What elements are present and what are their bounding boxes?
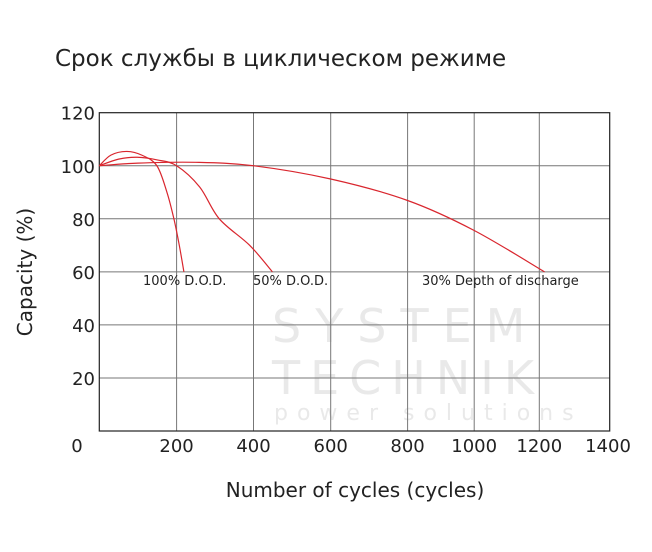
y-tick-label: 100 — [61, 157, 95, 178]
x-tick-label: 1200 — [516, 436, 562, 457]
x-tick-label: 600 — [314, 436, 348, 457]
series-label-30-dod: 30% Depth of discharge — [422, 274, 579, 289]
chart-title: Срок службы в циклическом режиме — [55, 46, 506, 72]
x-tick-label: 800 — [390, 436, 424, 457]
y-tick-label: 120 — [61, 104, 95, 125]
x-tick-label: 400 — [236, 436, 270, 457]
y-tick-label: 60 — [72, 263, 95, 284]
x-tick-label: 0 — [71, 436, 82, 457]
plot-frame — [98, 112, 611, 432]
x-tick-label: 200 — [159, 436, 193, 457]
series-label-100-dod: 100% D.O.D. — [143, 274, 226, 289]
series-label-50-dod: 50% D.O.D. — [253, 274, 328, 289]
series-line-0 — [98, 150, 185, 272]
series-line-2 — [99, 161, 545, 273]
watermark-logo: SYSTEM TECHNIK power solutions — [271, 299, 583, 426]
y-tick-label: 80 — [72, 210, 95, 231]
x-axis-label: Number of cycles (cycles) — [226, 478, 485, 502]
x-tick-label: 1400 — [585, 436, 631, 457]
svg-text:power solutions: power solutions — [274, 401, 583, 426]
series-line-1 — [99, 156, 273, 273]
svg-text:SYSTEM: SYSTEM — [272, 299, 539, 353]
y-tick-label: 20 — [72, 369, 95, 390]
grid — [99, 112, 610, 431]
y-tick-label: 40 — [72, 316, 95, 337]
y-axis-label: Capacity (%) — [13, 208, 37, 336]
x-tick-label: 1000 — [451, 436, 497, 457]
